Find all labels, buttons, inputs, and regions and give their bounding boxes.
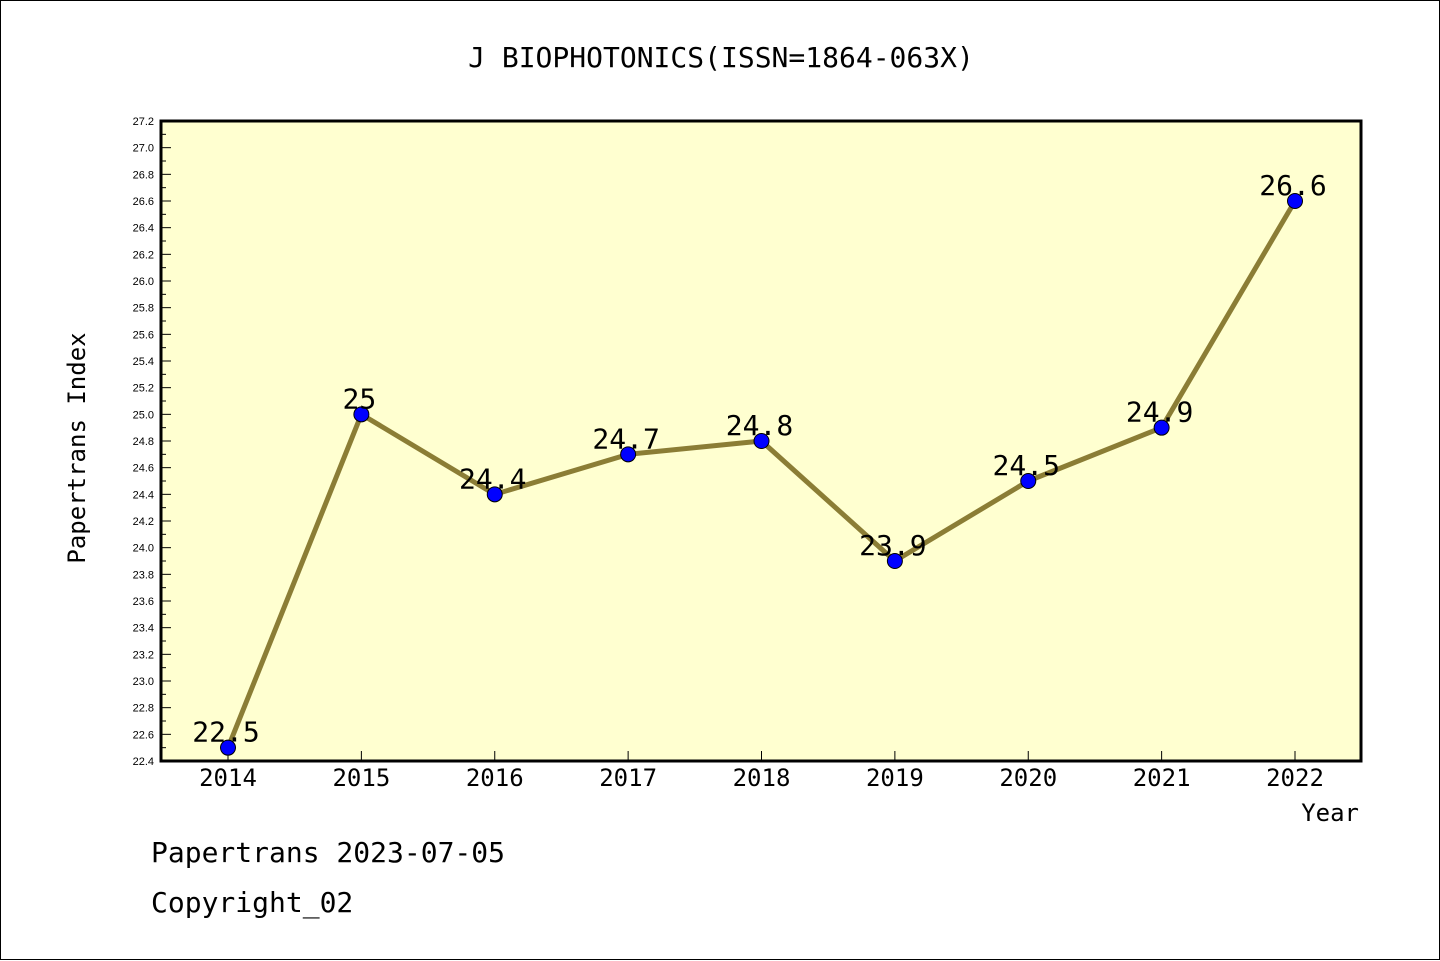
x-tick-label: 2016	[466, 764, 524, 792]
data-point	[1287, 193, 1303, 209]
y-tick-label: 24.6	[133, 463, 154, 475]
data-label: 23.9	[859, 529, 926, 562]
data-label: 24.5	[993, 449, 1060, 482]
data-label: 24.7	[592, 422, 659, 455]
data-point	[486, 486, 503, 503]
chart-title: J BIOPHOTONICS(ISSN=1864-063X)	[468, 41, 974, 74]
y-tick-label: 25.2	[133, 383, 154, 395]
series-markers	[220, 193, 1303, 756]
y-tick-label: 27.2	[133, 116, 154, 128]
x-axis: 2014 2015 2016 2017 2018 2019 2020 2021 2022	[199, 751, 1324, 792]
x-tick-label: 2021	[1133, 764, 1191, 792]
x-tick-label: 2018	[733, 764, 791, 792]
data-point	[620, 446, 637, 463]
y-tick-label: 24.4	[133, 489, 154, 501]
x-tick-label: 2020	[999, 764, 1057, 792]
y-tick-label: 26.4	[133, 223, 154, 235]
data-label: 24.8	[726, 409, 793, 442]
y-axis-title: Papertrans Index	[63, 332, 91, 563]
y-tick-label: 22.4	[133, 756, 154, 768]
data-point	[753, 433, 770, 449]
footer-copyright: Copyright_02	[151, 886, 354, 919]
data-point	[220, 739, 236, 756]
y-tick-label: 25.6	[133, 329, 154, 341]
y-tick-label: 26.8	[133, 169, 154, 181]
y-tick-label: 25.8	[133, 303, 154, 315]
y-tick-label: 26.6	[133, 196, 154, 208]
y-tick-label: 23.0	[133, 676, 154, 688]
data-label: 22.5	[192, 716, 259, 749]
y-tick-label: 24.2	[133, 516, 154, 528]
y-tick-label: 22.8	[133, 703, 154, 715]
data-point	[1020, 473, 1037, 489]
y-tick-label: 26.0	[133, 276, 154, 288]
y-tick-label: 23.8	[133, 569, 154, 581]
y-tick-label: 23.4	[133, 623, 154, 635]
y-tick-label: 26.2	[133, 249, 154, 261]
x-tick-label: 2014	[199, 764, 257, 792]
x-tick-label: 2017	[599, 764, 657, 792]
y-axis: 22.4 22.6 22.8 23.0 23.2 23.4 23.6 23.8 24.0 24.2…	[133, 116, 171, 768]
y-tick-label: 24.8	[133, 436, 154, 448]
y-tick-label: 25.4	[133, 356, 154, 368]
data-point	[1153, 419, 1170, 436]
data-label: 24.9	[1126, 396, 1193, 429]
data-point	[353, 406, 370, 423]
y-tick-label: 25.0	[133, 409, 154, 421]
x-axis-title: Year	[1301, 799, 1359, 827]
x-tick-label: 2022	[1266, 764, 1324, 792]
x-tick-label: 2019	[866, 764, 924, 792]
y-tick-label: 27.0	[133, 143, 154, 155]
y-tick-label: 23.6	[133, 596, 154, 608]
y-tick-label: 24.0	[133, 543, 154, 555]
x-tick-label: 2015	[332, 764, 390, 792]
footer-date: Papertrans 2023-07-05	[151, 836, 506, 869]
data-label: 25	[343, 382, 377, 415]
y-tick-label: 23.2	[133, 649, 154, 661]
data-label: 26.6	[1259, 169, 1326, 202]
y-tick-label: 22.6	[133, 729, 154, 741]
data-label: 24.4	[459, 462, 526, 495]
data-labels: 22.5 25 24.4 24.7 24.8 23.9 24.5 24.9 26.6	[192, 169, 1326, 749]
data-point	[886, 553, 903, 569]
